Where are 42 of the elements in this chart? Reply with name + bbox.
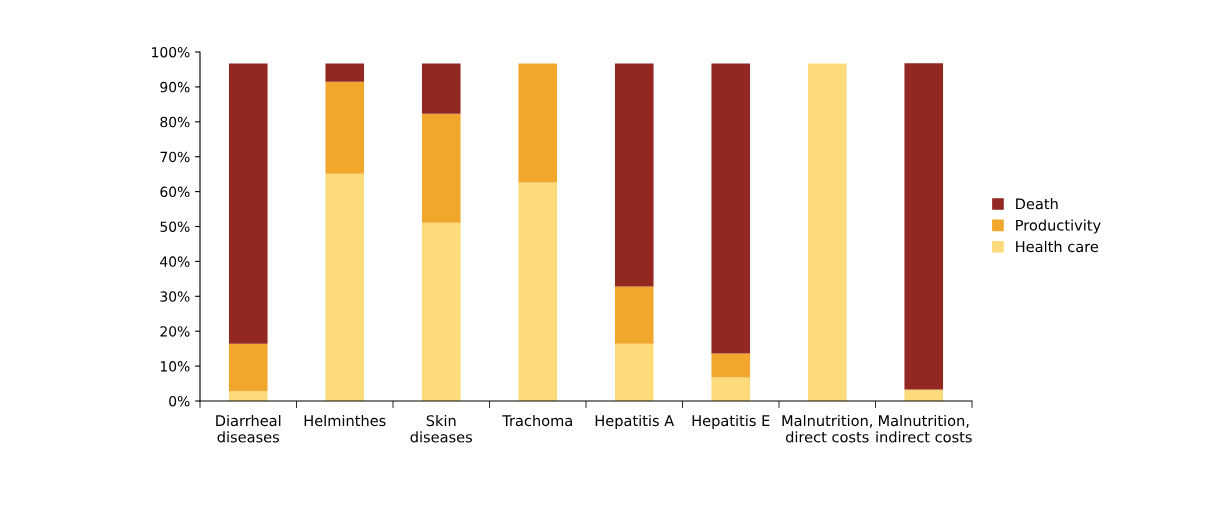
x-tick-label: Helminthes [304,414,386,427]
x-tick-label: Diarrheal diseases [216,414,281,443]
bar [421,63,461,114]
y-tick-label: 60% [160,186,190,198]
x-tick-label: Hepatitis A [595,414,675,429]
y-tick-label: 80% [160,116,190,128]
y-tick-label: 20% [160,326,190,337]
bar [614,63,654,287]
bar [421,113,461,223]
x-tick-label: Skin diseases [410,414,473,443]
bar [807,63,847,401]
legend-label: Productivity [1016,219,1101,234]
x-tick-label: Malnutrition, indirect costs [876,414,972,443]
y-tick-label: 70% [160,151,190,163]
y-tick-label: 40% [160,256,190,267]
bar [518,182,558,401]
bar [228,391,268,401]
x-tick-label: Hepatitis E [692,414,770,429]
x-tick-label: Malnutrition, direct costs [782,414,873,443]
y-tick-label: 50% [160,221,190,232]
bar [325,173,365,401]
bar [711,377,751,401]
x-tick-label: Trachoma [502,414,572,427]
bar [325,63,365,82]
bar [904,390,944,401]
y-tick-label: 0% [169,395,190,407]
bar [421,222,461,401]
bar [228,343,268,392]
bar [711,63,751,354]
bar [614,286,654,344]
bar [711,353,751,378]
y-tick-label: 30% [160,291,190,302]
legend-label: Health care [1016,240,1099,253]
bar [904,63,944,390]
bar [228,63,268,344]
bar [325,81,365,174]
legend-label: Death [1016,198,1058,210]
bar [518,63,558,183]
y-tick-label: 10% [160,361,190,372]
y-tick-label: 100% [152,46,190,58]
bar [614,343,654,401]
y-tick-label: 90% [160,81,190,93]
